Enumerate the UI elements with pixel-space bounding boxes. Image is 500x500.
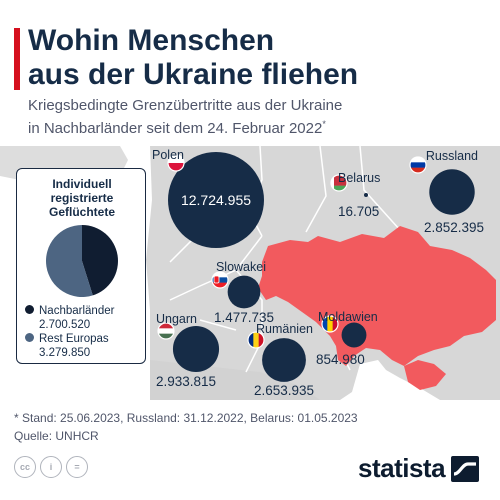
nd-icon[interactable]: =: [66, 456, 88, 478]
legend-swatch-rest-europas: [25, 333, 34, 342]
cc-icon[interactable]: cc: [14, 456, 36, 478]
country-label-rumaenien: Rumänien: [256, 322, 313, 336]
legend-title: Individuell registrierte Geflüchtete: [17, 177, 147, 219]
country-label-moldawien: Moldawien: [318, 310, 378, 324]
subtitle-line-2: in Nachbarländer seit dem 24. Februar 20…: [28, 120, 323, 137]
country-label-russland: Russland: [426, 149, 478, 163]
flag-moldawien-icon: [321, 315, 339, 333]
bubble-rumaenien: [262, 338, 306, 382]
value-label-slowakei: 1.477.735: [214, 310, 274, 325]
country-label-belarus: Belarus: [338, 171, 380, 185]
bubble-ungarn: [172, 325, 220, 373]
pie-chart: [45, 225, 118, 297]
value-label-russland: 2.852.395: [424, 220, 484, 235]
subtitle-line-2-wrap: in Nachbarländer seit dem 24. Februar 20…: [28, 115, 488, 138]
footnote: * Stand: 25.06.2023, Russland: 31.12.202…: [14, 409, 358, 445]
pie-slice-nachbarlaender: [82, 225, 118, 296]
statista-logo[interactable]: statista: [358, 453, 480, 484]
legend-title-line-1: Individuell: [52, 177, 112, 191]
flag-russland-icon: [409, 156, 427, 174]
legend-value-nachbarlaender: 2.700.520: [39, 318, 91, 331]
legend-label-rest-europas: Rest Europas: [39, 333, 109, 345]
legend-label-nachbarlaender: Nachbarländer: [39, 305, 115, 317]
ukraine-shape: [258, 226, 496, 366]
flag-ungarn-icon: [157, 322, 175, 340]
subtitle-footnote-marker: *: [322, 119, 326, 129]
license-icons: cc i =: [14, 456, 88, 478]
title-accent-bar: [14, 28, 20, 90]
footnote-source: Quelle: UNHCR: [14, 429, 99, 443]
legend-title-line-3: Geflüchtete: [48, 205, 115, 219]
legend-box: Individuell registrierte Geflüchtete Nac…: [16, 168, 146, 364]
subtitle: Kriegsbedingte Grenzübertritte aus der U…: [28, 96, 488, 138]
value-label-ungarn: 2.933.815: [156, 374, 216, 389]
title-line-1: Wohin Menschen: [28, 24, 275, 57]
legend-item-nachbarlaender: Nachbarländer 2.700.520: [25, 305, 114, 332]
value-label-polen: 12.724.955: [181, 192, 251, 208]
bubble-slowakei: [227, 275, 261, 309]
bubble-russland: [429, 169, 475, 215]
value-label-moldawien: 854.980: [316, 352, 365, 367]
flag-polen-icon: [167, 154, 185, 172]
value-label-rumaenien: 2.653.935: [254, 383, 314, 398]
by-icon[interactable]: i: [40, 456, 62, 478]
flag-rumaenien-icon: [247, 331, 265, 349]
title-line-2: aus der Ukraine fliehen: [28, 58, 359, 91]
flag-belarus-icon: [330, 174, 348, 192]
footnote-note: * Stand: 25.06.2023, Russland: 31.12.202…: [14, 411, 358, 425]
legend-value-rest-europas: 3.279.850: [39, 346, 91, 359]
value-label-belarus: 16.705: [338, 204, 379, 219]
subtitle-line-1: Kriegsbedingte Grenzübertritte aus der U…: [28, 97, 343, 114]
legend-item-rest-europas: Rest Europas 3.279.850: [25, 333, 109, 360]
legend-title-line-2: registrierte: [50, 191, 114, 205]
country-label-polen: Polen: [152, 148, 184, 162]
page-title: Wohin Menschen aus der Ukraine fliehen: [28, 24, 468, 92]
bubble-polen: [168, 152, 264, 248]
pie-slice-rest-europas: [45, 225, 93, 297]
legend-swatch-nachbarlaender: [25, 305, 34, 314]
country-label-slowakei: Slowakei: [216, 260, 266, 274]
bubble-belarus: [364, 193, 368, 197]
statista-wordmark: statista: [358, 453, 446, 483]
crimea-shape: [404, 360, 446, 390]
bubble-moldawien: [341, 322, 367, 348]
flag-slowakei-icon: [211, 271, 229, 289]
country-label-ungarn: Ungarn: [156, 312, 197, 326]
statista-mark-icon: [451, 455, 480, 482]
